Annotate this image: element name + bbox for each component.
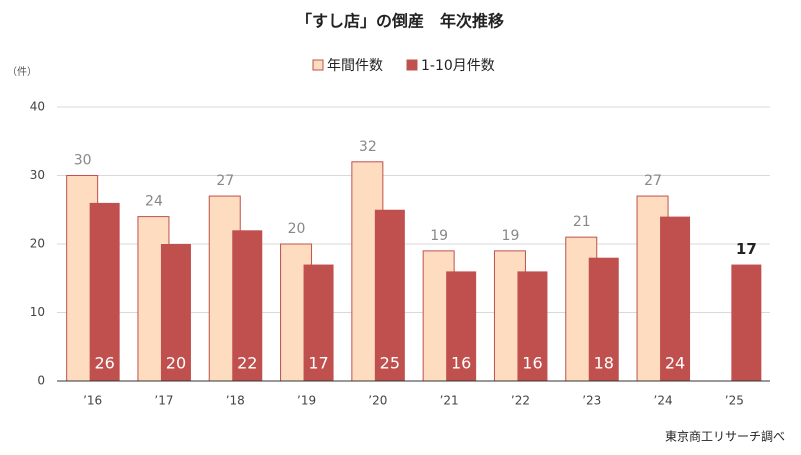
y-tick-label: 10 xyxy=(30,305,45,319)
y-tick-label: 0 xyxy=(37,374,45,388)
value-label: 20 xyxy=(288,221,306,237)
y-tick-label: 30 xyxy=(30,168,45,182)
value-label: 26 xyxy=(94,354,114,373)
value-label: 17 xyxy=(308,354,328,373)
legend-label: 1-10月件数 xyxy=(421,58,495,74)
x-tick-label: ’18 xyxy=(226,394,245,408)
x-tick-label: ’25 xyxy=(725,394,744,408)
bar xyxy=(160,244,191,381)
legend-swatch xyxy=(312,59,324,71)
bar xyxy=(232,230,263,381)
y-tick-label: 20 xyxy=(30,237,45,251)
value-label: 27 xyxy=(644,173,662,189)
x-tick-label: ’22 xyxy=(511,394,530,408)
y-unit: （件） xyxy=(7,66,37,78)
x-tick-label: ’19 xyxy=(297,394,316,408)
value-label: 21 xyxy=(573,214,591,230)
x-tick-label: ’23 xyxy=(582,394,601,408)
value-label: 18 xyxy=(594,354,614,373)
bar xyxy=(303,264,334,381)
value-label: 25 xyxy=(380,354,400,373)
value-label: 24 xyxy=(145,194,163,210)
value-label: 20 xyxy=(166,354,186,373)
value-label: 19 xyxy=(430,228,448,244)
source: 東京商工リサーチ調べ xyxy=(665,429,785,444)
value-label: 19 xyxy=(502,228,520,244)
bar xyxy=(731,264,762,381)
value-label: 16 xyxy=(522,354,542,373)
x-tick-label: ’21 xyxy=(440,394,459,408)
bar xyxy=(89,202,120,381)
x-tick-label: ’17 xyxy=(154,394,173,408)
value-label: 27 xyxy=(216,173,234,189)
value-label: 16 xyxy=(451,354,471,373)
chart-title: 「すし店」の倒産 年次推移 xyxy=(296,12,504,31)
bar xyxy=(374,209,405,381)
y-tick-label: 40 xyxy=(30,100,45,114)
value-label: 22 xyxy=(237,354,257,373)
bar xyxy=(446,271,477,381)
bar xyxy=(588,257,619,381)
x-tick-label: ’20 xyxy=(368,394,387,408)
value-label: 30 xyxy=(74,153,92,169)
legend-label: 年間件数 xyxy=(327,58,383,74)
x-tick-label: ’16 xyxy=(83,394,102,408)
legend-swatch xyxy=(406,59,418,71)
x-tick-label: ’24 xyxy=(654,394,673,408)
bar xyxy=(660,216,691,381)
bar xyxy=(517,271,548,381)
value-label: 24 xyxy=(665,354,685,373)
value-label: 32 xyxy=(359,139,377,155)
value-label: 17 xyxy=(736,240,757,258)
